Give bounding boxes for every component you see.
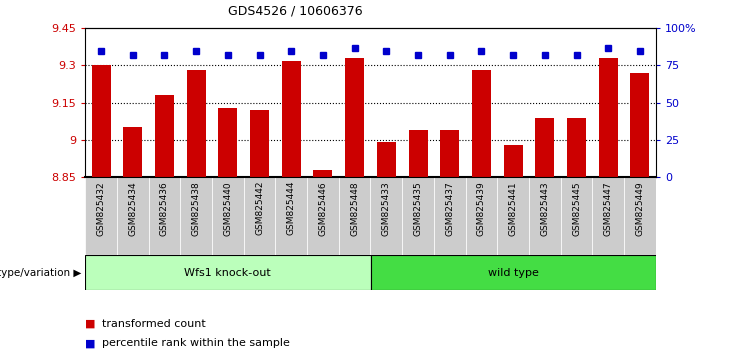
Text: ■: ■ (85, 338, 96, 348)
Text: GSM825445: GSM825445 (572, 181, 581, 235)
Bar (149, 177, 180, 255)
Text: GSM825435: GSM825435 (413, 181, 422, 236)
Text: GSM825448: GSM825448 (350, 181, 359, 235)
Bar (561, 177, 592, 255)
Text: ■: ■ (85, 319, 96, 329)
Bar (339, 177, 370, 255)
Bar (276, 177, 307, 255)
Bar (282, 61, 301, 177)
Bar (92, 65, 110, 177)
Bar (592, 177, 624, 255)
Text: GSM825439: GSM825439 (477, 181, 486, 236)
Bar (345, 58, 364, 177)
Text: genotype/variation ▶: genotype/variation ▶ (0, 268, 82, 278)
Text: GDS4526 / 10606376: GDS4526 / 10606376 (228, 5, 362, 18)
Bar (313, 170, 333, 177)
Bar (434, 177, 465, 255)
Bar (307, 177, 339, 255)
Bar (117, 177, 149, 255)
Text: GSM825447: GSM825447 (604, 181, 613, 235)
Bar (472, 70, 491, 177)
Text: percentile rank within the sample: percentile rank within the sample (102, 338, 290, 348)
Bar (567, 118, 586, 177)
Bar (180, 177, 212, 255)
Text: GSM825442: GSM825442 (255, 181, 264, 235)
Bar (250, 110, 269, 177)
Text: GSM825449: GSM825449 (636, 181, 645, 235)
Bar (85, 177, 117, 255)
Bar (529, 177, 561, 255)
Bar (377, 142, 396, 177)
Bar (370, 255, 656, 290)
Text: GSM825434: GSM825434 (128, 181, 137, 235)
Text: GSM825433: GSM825433 (382, 181, 391, 236)
Text: GSM825436: GSM825436 (160, 181, 169, 236)
Text: GSM825432: GSM825432 (96, 181, 105, 235)
Bar (624, 177, 656, 255)
Text: GSM825444: GSM825444 (287, 181, 296, 235)
Bar (504, 145, 522, 177)
Bar (599, 58, 618, 177)
Bar (408, 130, 428, 177)
Bar (631, 73, 649, 177)
Text: GSM825438: GSM825438 (192, 181, 201, 236)
Bar (212, 177, 244, 255)
Text: GSM825446: GSM825446 (319, 181, 328, 235)
Bar (123, 127, 142, 177)
Bar (219, 108, 237, 177)
Bar (155, 95, 174, 177)
Text: GSM825443: GSM825443 (540, 181, 549, 235)
Bar (187, 70, 206, 177)
Text: transformed count: transformed count (102, 319, 205, 329)
Text: Wfs1 knock-out: Wfs1 knock-out (185, 268, 271, 278)
Text: GSM825440: GSM825440 (223, 181, 233, 235)
Text: GSM825437: GSM825437 (445, 181, 454, 236)
Bar (370, 177, 402, 255)
Bar (465, 177, 497, 255)
Bar (402, 177, 434, 255)
Text: GSM825441: GSM825441 (508, 181, 518, 235)
Bar (244, 177, 276, 255)
Bar (440, 130, 459, 177)
Bar (85, 255, 370, 290)
Bar (535, 118, 554, 177)
Bar (497, 177, 529, 255)
Text: wild type: wild type (488, 268, 539, 278)
